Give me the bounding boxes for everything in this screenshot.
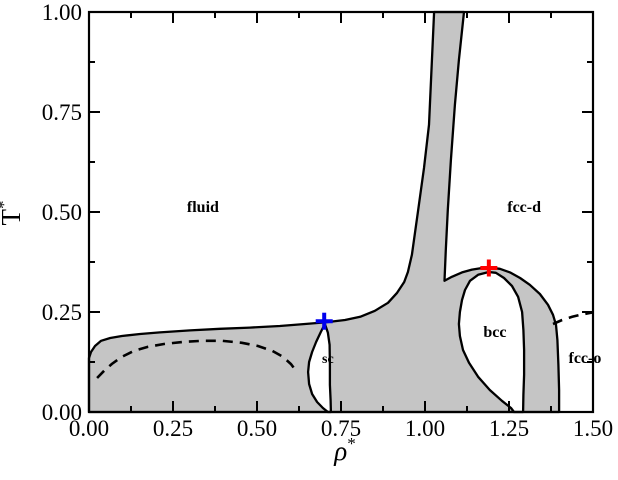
- y-tick-label: 0.50: [42, 200, 82, 225]
- phase-boundary-outline: [87, 10, 561, 414]
- y-tick-label: 0.75: [42, 100, 82, 125]
- sc-region-boundary: [306, 322, 333, 414]
- y-tick-label: 0.00: [42, 400, 82, 425]
- x-tick-label: 0.00: [69, 416, 109, 441]
- x-tick-label: 1.00: [405, 416, 445, 441]
- y-axis-label: T*: [0, 201, 26, 226]
- y-tick-label: 1.00: [42, 0, 82, 25]
- phase-label-fcc-d: fcc-d: [507, 199, 541, 216]
- bcc-region-boundary: [457, 270, 526, 414]
- x-tick-label: 1.50: [573, 416, 613, 441]
- fccd-fcco-boundary-curve: [552, 311, 594, 326]
- phase-label-fcc-o: fcc-o: [569, 350, 602, 367]
- sc-triple-point-marker: [315, 312, 333, 330]
- metastable-fluid-coexistence-curve: [96, 339, 298, 379]
- coexistence-region: [89, 12, 560, 412]
- phase-label-sc: sc: [322, 352, 334, 367]
- bcc-triple-point-marker: [480, 259, 498, 277]
- x-tick-label: 0.50: [237, 416, 277, 441]
- x-tick-label: 0.25: [153, 416, 193, 441]
- x-tick-label: 0.75: [321, 416, 361, 441]
- y-tick-label: 0.25: [42, 300, 82, 325]
- x-axis-label: ρ*: [333, 434, 355, 466]
- phase-label-fluid: fluid: [187, 199, 219, 216]
- phase-label-bcc: bcc: [483, 324, 506, 341]
- x-tick-label: 1.25: [489, 416, 529, 441]
